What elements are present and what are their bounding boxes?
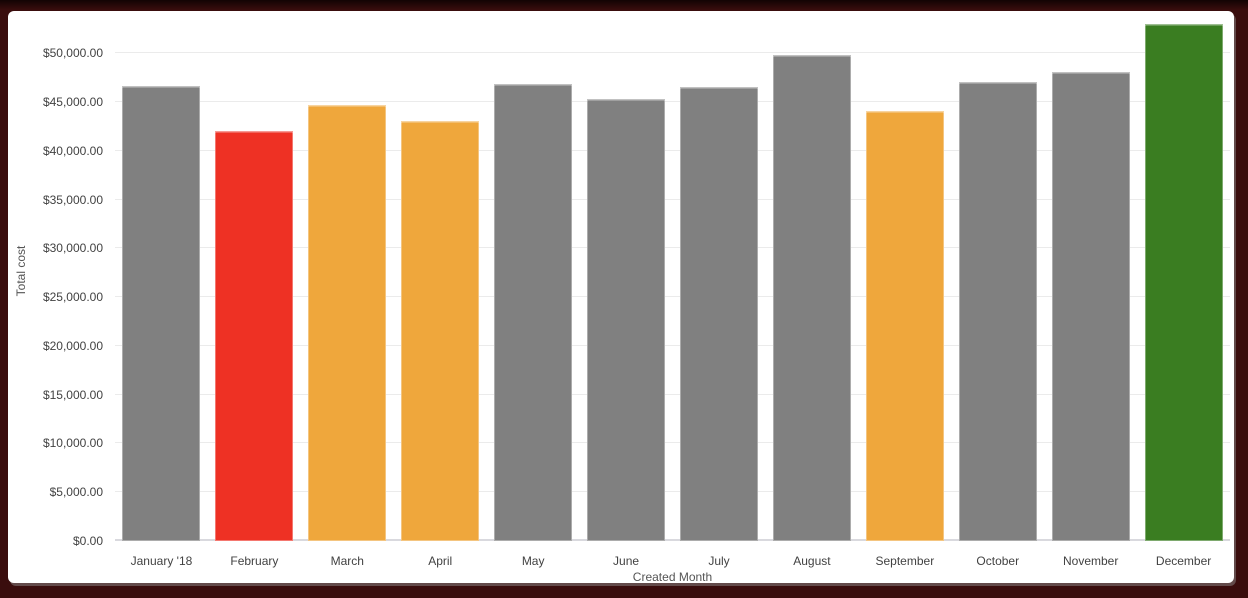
x-axis-title: Created Month <box>632 570 713 584</box>
x-tick-label-june: June <box>613 554 640 568</box>
y-tick-label: $50,000.00 <box>42 46 103 61</box>
bar-slot-january-18 <box>115 24 208 541</box>
x-tick-label-february: February <box>230 554 279 568</box>
bar-slot-october <box>951 24 1044 541</box>
bar-series <box>115 24 1230 541</box>
bar-june[interactable] <box>587 99 666 541</box>
x-tick-label-april: April <box>428 554 453 568</box>
y-tick-label: $45,000.00 <box>42 95 103 110</box>
x-tick-label-october: October <box>976 554 1020 568</box>
bar-october[interactable] <box>958 81 1037 541</box>
chart-panel: Total cost $0.00 $5,000.00 $10,000.00 $15,0… <box>8 11 1234 584</box>
bar-slot-july <box>673 24 766 541</box>
gridline-50000 <box>115 52 1230 54</box>
bar-slot-december <box>1137 24 1230 541</box>
y-tick-label: $40,000.00 <box>42 143 103 158</box>
x-axis-baseline <box>115 539 1230 541</box>
gridline-45000 <box>115 101 1230 103</box>
gridline-5000 <box>115 491 1230 493</box>
x-tick-label-january-18: January '18 <box>130 554 193 568</box>
bar-december[interactable] <box>1144 24 1223 541</box>
y-tick-label: $30,000.00 <box>42 241 103 256</box>
bar-slot-february <box>208 24 301 541</box>
bar-april[interactable] <box>401 120 480 541</box>
y-tick-label: $25,000.00 <box>42 290 103 305</box>
bar-slot-june <box>580 24 673 541</box>
x-tick-label-november: November <box>1063 554 1119 568</box>
bar-slot-november <box>1044 24 1137 541</box>
bar-slot-may <box>487 24 580 541</box>
x-tick-label-august: August <box>793 554 831 568</box>
bar-september[interactable] <box>865 110 944 541</box>
bar-january-18[interactable] <box>122 86 201 541</box>
x-tick-label-december: December <box>1155 554 1212 568</box>
bar-july[interactable] <box>679 87 759 541</box>
bar-may[interactable] <box>494 83 573 541</box>
x-tick-label-may: May <box>521 554 545 568</box>
y-tick-label: $0.00 <box>72 534 103 548</box>
y-tick-label: $20,000.00 <box>42 338 103 353</box>
gridline-35000 <box>115 198 1230 200</box>
bar-november[interactable] <box>1051 71 1130 541</box>
x-tick-label-september: September <box>875 554 935 568</box>
y-tick-label: $5,000.00 <box>49 485 103 500</box>
bar-slot-august <box>765 24 858 541</box>
y-tick-label: $10,000.00 <box>42 436 103 451</box>
bar-slot-september <box>858 24 951 541</box>
bar-slot-march <box>301 24 394 541</box>
gridline-10000 <box>115 442 1230 444</box>
bar-slot-april <box>394 24 487 541</box>
y-axis-labels: $0.00 $5,000.00 $10,000.00 $15,000.00 $20,00… <box>8 24 103 548</box>
bar-august[interactable] <box>772 55 851 541</box>
x-axis-labels: January '18 February March April May June July… <box>115 554 1230 570</box>
gridline-25000 <box>115 296 1230 298</box>
x-tick-label-march: March <box>330 554 364 568</box>
gridline-40000 <box>115 149 1230 151</box>
gridline-15000 <box>115 393 1230 395</box>
x-tick-label-july: July <box>708 554 730 568</box>
plot-area <box>115 24 1230 541</box>
bar-march[interactable] <box>308 104 387 541</box>
y-tick-label: $35,000.00 <box>42 192 103 207</box>
gridline-30000 <box>115 247 1230 249</box>
gridline-20000 <box>115 344 1230 346</box>
bar-february[interactable] <box>215 131 294 541</box>
y-tick-label: $15,000.00 <box>42 387 103 402</box>
